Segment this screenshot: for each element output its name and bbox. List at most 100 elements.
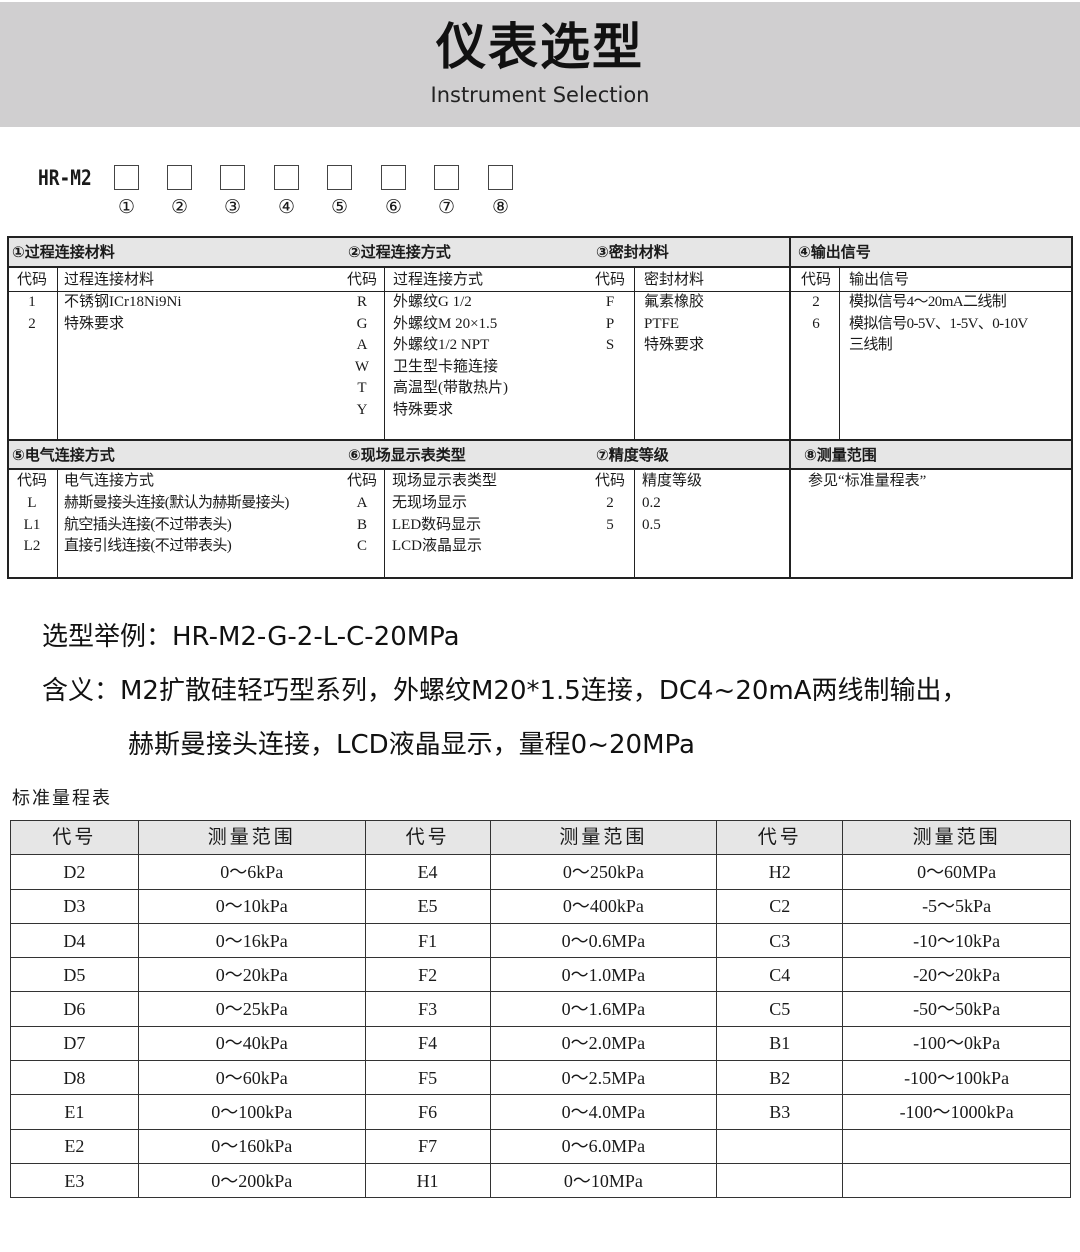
range-cell: -100～100kPa [842,1060,1071,1096]
code-slot-box [167,165,192,190]
range-cell: 0～20kPa [137,957,366,993]
code-column-header: 代码 [595,473,626,489]
option-description: 高温型(带散热片) [393,380,508,396]
option-code: A [356,337,368,353]
code-cell: B1 [716,1025,844,1062]
code-cell: D7 [10,1025,139,1062]
option-code: L2 [23,538,41,554]
range-cell: 0～100kPa [137,1094,366,1130]
section-title: ⑥现场显示表类型 [348,446,466,464]
range-cell: 0～1.0MPa [489,957,718,993]
code-slot-box [220,165,245,190]
option-description: 特殊要求 [393,401,454,418]
code-cell: C4 [716,957,844,993]
meaning-line-continued: 赫斯曼接头连接，LCD液晶显示，量程0~20MPa [128,730,695,760]
range-cell: 0～2.5MPa [489,1060,718,1096]
example-line: 选型举例：HR-M2-G-2-L-C-20MPa [42,622,460,652]
option-description: 0.2 [642,495,661,511]
table-border [634,469,636,579]
code-cell: E4 [364,854,491,890]
option-description: PTFE [644,315,680,332]
table-row: D3 0～10kPa E5 0～400kPa C2 -5～5kPa [10,888,1071,924]
code-slot-box [327,165,352,190]
range-cell: 0～400kPa [489,888,718,924]
range-cell: 0～1.6MPa [489,991,718,1027]
option-code: L [27,495,37,511]
range-cell: 0～60kPa [137,1060,366,1096]
range-cell: -10～10kPa [842,922,1071,959]
option-code: S [605,337,615,353]
range-column-header: 测量范围 [489,819,718,856]
table-border [8,266,1072,268]
code-cell: E3 [10,1162,139,1199]
option-description: 赫斯曼接头连接(默认为赫斯曼接头) [64,495,289,511]
option-description: LCD液晶显示 [392,538,483,554]
section-title: ⑧测量范围 [804,446,877,464]
option-code: 5 [606,516,614,533]
code-column-header: 代号 [716,819,844,856]
standard-table-title: 标准量程表 [12,788,112,809]
code-column-header: 代号 [10,819,139,856]
table-border [8,577,1072,579]
code-cell: B3 [716,1094,844,1130]
range-cell: -100～0kPa [842,1025,1071,1062]
range-cell: -20～20kPa [842,957,1071,993]
description-column-header: 现场显示表类型 [392,473,498,489]
code-cell: E1 [10,1094,139,1130]
code-cell: D8 [10,1060,139,1096]
code-cell: F6 [364,1094,491,1130]
range-column-header: 测量范围 [842,819,1071,856]
range-cell: 0～160kPa [137,1128,366,1164]
table-row: E3 0～200kPa H1 0～10MPa [10,1162,1071,1199]
table-border [384,469,386,579]
section-title: ④输出信号 [798,243,871,261]
code-cell: D5 [10,957,139,993]
option-description: 0.5 [642,516,661,533]
range-cell [842,1162,1071,1199]
option-description: 氟素橡胶 [644,294,705,310]
code-cell: F4 [364,1025,491,1062]
description-column-header: 精度等级 [642,473,703,489]
slot-number: ② [170,196,189,218]
code-column-header: 代码 [801,272,832,288]
range-cell: 0～25kPa [137,991,366,1027]
table-row: D6 0～25kPa F3 0～1.6MPa C5 -50～50kPa [10,991,1071,1027]
option-code: W [354,358,370,375]
section-header-band [8,440,1072,469]
range-cell: 0～10kPa [137,888,366,924]
option-code: L1 [23,516,41,533]
range-cell: 0～4.0MPa [489,1094,718,1130]
table-border [839,267,841,440]
code-cell: C5 [716,991,844,1027]
range-cell: 0～2.0MPa [489,1025,718,1062]
code-cell: F2 [364,957,491,993]
range-cell: 0～40kPa [137,1025,366,1062]
page-subtitle: Instrument Selection [430,83,650,107]
description-column-header: 密封材料 [644,272,705,288]
option-description: 外螺纹M 20×1.5 [393,315,498,332]
standard-range-table: 代号 测量范围 代号 测量范围 代号 测量范围 D2 0～6kPa E4 0～250kPa H2 0… [10,819,1071,1199]
range-cell: 0～0.6MPa [489,922,718,959]
code-column-header: 代码 [347,473,378,489]
table-row: D7 0～40kPa F4 0～2.0MPa B1 -100～0kPa [10,1025,1071,1062]
code-column-header: 代码 [17,473,48,489]
option-code: C [356,538,367,554]
option-description: 卫生型卡箍连接 [393,358,499,375]
section-note: 参见“标准量程表” [808,473,927,489]
section-title: ⑤电气连接方式 [12,446,115,464]
meaning-line: 含义：M2扩散硅轻巧型系列，外螺纹M20*1.5连接，DC4~20mA两线制输出… [42,676,968,706]
slot-number: ① [117,196,136,218]
table-row: E1 0～100kPa F6 0～4.0MPa B3 -100～1000kPa [10,1094,1071,1130]
code-cell: F5 [364,1060,491,1096]
table-row: D2 0～6kPa E4 0～250kPa H2 0～60MPa [10,854,1071,890]
code-column-header: 代号 [364,819,491,856]
table-border [634,267,636,440]
table-row: D4 0～16kPa F1 0～0.6MPa C3 -10～10kPa [10,922,1071,959]
code-cell: C2 [716,888,844,924]
option-description: 特殊要求 [644,337,705,353]
range-cell [842,1128,1071,1164]
code-cell: F3 [364,991,491,1027]
slot-number: ③ [223,196,242,218]
option-code: 6 [812,315,820,332]
option-description: 三线制 [849,337,893,353]
